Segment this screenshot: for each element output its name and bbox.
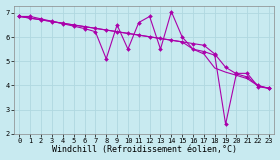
X-axis label: Windchill (Refroidissement éolien,°C): Windchill (Refroidissement éolien,°C) (52, 145, 237, 154)
